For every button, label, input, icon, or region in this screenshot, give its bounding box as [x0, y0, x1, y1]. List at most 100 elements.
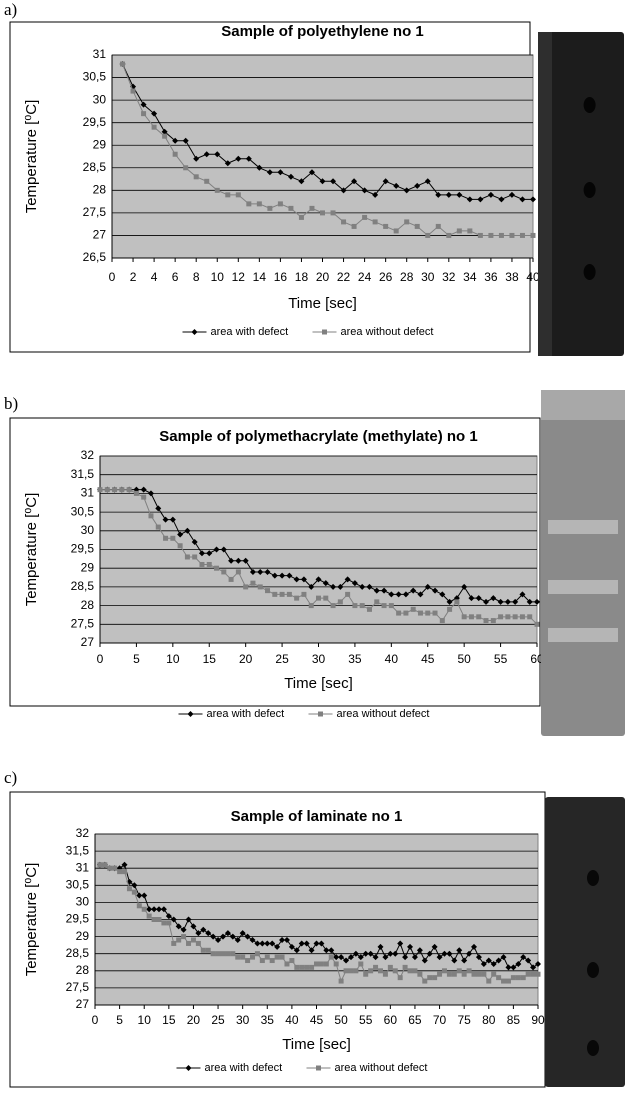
data-point: [328, 947, 335, 954]
data-point: [318, 940, 325, 947]
legend-marker: [187, 711, 194, 717]
data-point: [497, 598, 504, 605]
data-point: [467, 228, 473, 234]
y-tick-label: 31,5: [66, 843, 90, 857]
data-point: [456, 228, 462, 234]
data-point: [104, 487, 110, 493]
data-point: [151, 906, 158, 913]
data-point: [343, 957, 350, 964]
data-point: [485, 957, 492, 964]
data-point: [447, 606, 453, 612]
data-point: [490, 618, 496, 624]
data-point: [427, 975, 433, 981]
x-tick-label: 25: [211, 1013, 225, 1027]
data-point: [476, 971, 482, 977]
data-point: [191, 539, 198, 546]
data-point: [466, 968, 472, 974]
data-point: [505, 978, 511, 984]
data-point: [195, 940, 201, 946]
data-point: [198, 550, 205, 557]
data-point: [437, 971, 443, 977]
data-point: [403, 187, 410, 194]
legend-label: area without defect: [335, 1062, 428, 1074]
data-point: [293, 947, 300, 954]
x-tick-label: 5: [133, 652, 140, 666]
data-point: [131, 882, 138, 889]
data-point: [309, 964, 315, 970]
data-point: [235, 569, 241, 575]
data-point: [373, 964, 379, 970]
data-point: [395, 591, 402, 598]
data-point: [498, 614, 504, 620]
data-point: [210, 933, 217, 940]
data-point: [235, 557, 242, 564]
data-point: [245, 155, 252, 162]
data-point: [169, 516, 176, 523]
data-point: [410, 606, 416, 612]
data-point: [161, 128, 168, 135]
data-point: [397, 940, 404, 947]
data-point: [393, 182, 400, 189]
photo-hole: [587, 1040, 599, 1056]
data-point: [381, 587, 388, 594]
data-point: [155, 906, 162, 913]
data-point: [314, 961, 319, 967]
y-tick-label: 31: [81, 486, 95, 500]
data-point: [498, 196, 505, 203]
data-point: [141, 111, 147, 117]
data-point: [425, 232, 431, 238]
data-point: [121, 861, 128, 868]
data-point: [475, 595, 482, 602]
x-axis-label: Time [sec]: [282, 1036, 351, 1053]
legend-marker: [322, 329, 327, 335]
x-tick-label: 36: [484, 270, 498, 284]
data-point: [322, 580, 329, 587]
data-point: [509, 232, 515, 238]
data-point: [359, 603, 365, 609]
x-tick-label: 5: [116, 1013, 123, 1027]
y-tick-label: 29: [76, 929, 90, 943]
data-point: [126, 886, 132, 892]
data-point: [351, 178, 358, 185]
photo-hole: [583, 97, 596, 113]
data-point: [519, 591, 526, 598]
data-point: [466, 196, 473, 203]
data-point: [358, 961, 364, 967]
data-point: [417, 610, 423, 616]
y-tick-label: 27,5: [71, 616, 95, 630]
data-point: [221, 569, 227, 575]
data-point: [525, 971, 531, 977]
x-tick-label: 30: [421, 270, 435, 284]
x-tick-label: 25: [275, 652, 289, 666]
panel-label: c): [4, 768, 17, 787]
data-point: [147, 490, 154, 497]
data-point: [436, 954, 443, 961]
data-point: [136, 892, 143, 899]
data-point: [424, 178, 431, 185]
data-point: [190, 923, 197, 930]
data-point: [155, 505, 162, 512]
data-point: [471, 943, 478, 950]
data-point: [362, 950, 369, 957]
data-point: [225, 192, 231, 198]
data-point: [417, 591, 424, 598]
data-point: [264, 940, 271, 947]
photo-edge: [541, 390, 625, 420]
data-point: [303, 940, 310, 947]
data-point: [235, 155, 242, 162]
panel-label: b): [4, 394, 18, 413]
y-tick-label: 29,5: [71, 542, 95, 556]
y-tick-label: 28,5: [83, 160, 107, 174]
data-point: [372, 191, 379, 198]
data-point: [475, 954, 482, 961]
data-point: [315, 576, 322, 583]
data-point: [254, 940, 261, 947]
data-point: [214, 565, 220, 571]
x-tick-label: 75: [457, 1013, 471, 1027]
y-tick-label: 30: [81, 523, 95, 537]
data-point: [373, 587, 380, 594]
data-point: [184, 527, 191, 534]
x-tick-label: 20: [239, 652, 253, 666]
photo-body: [541, 390, 625, 736]
photo-hole: [587, 962, 599, 978]
